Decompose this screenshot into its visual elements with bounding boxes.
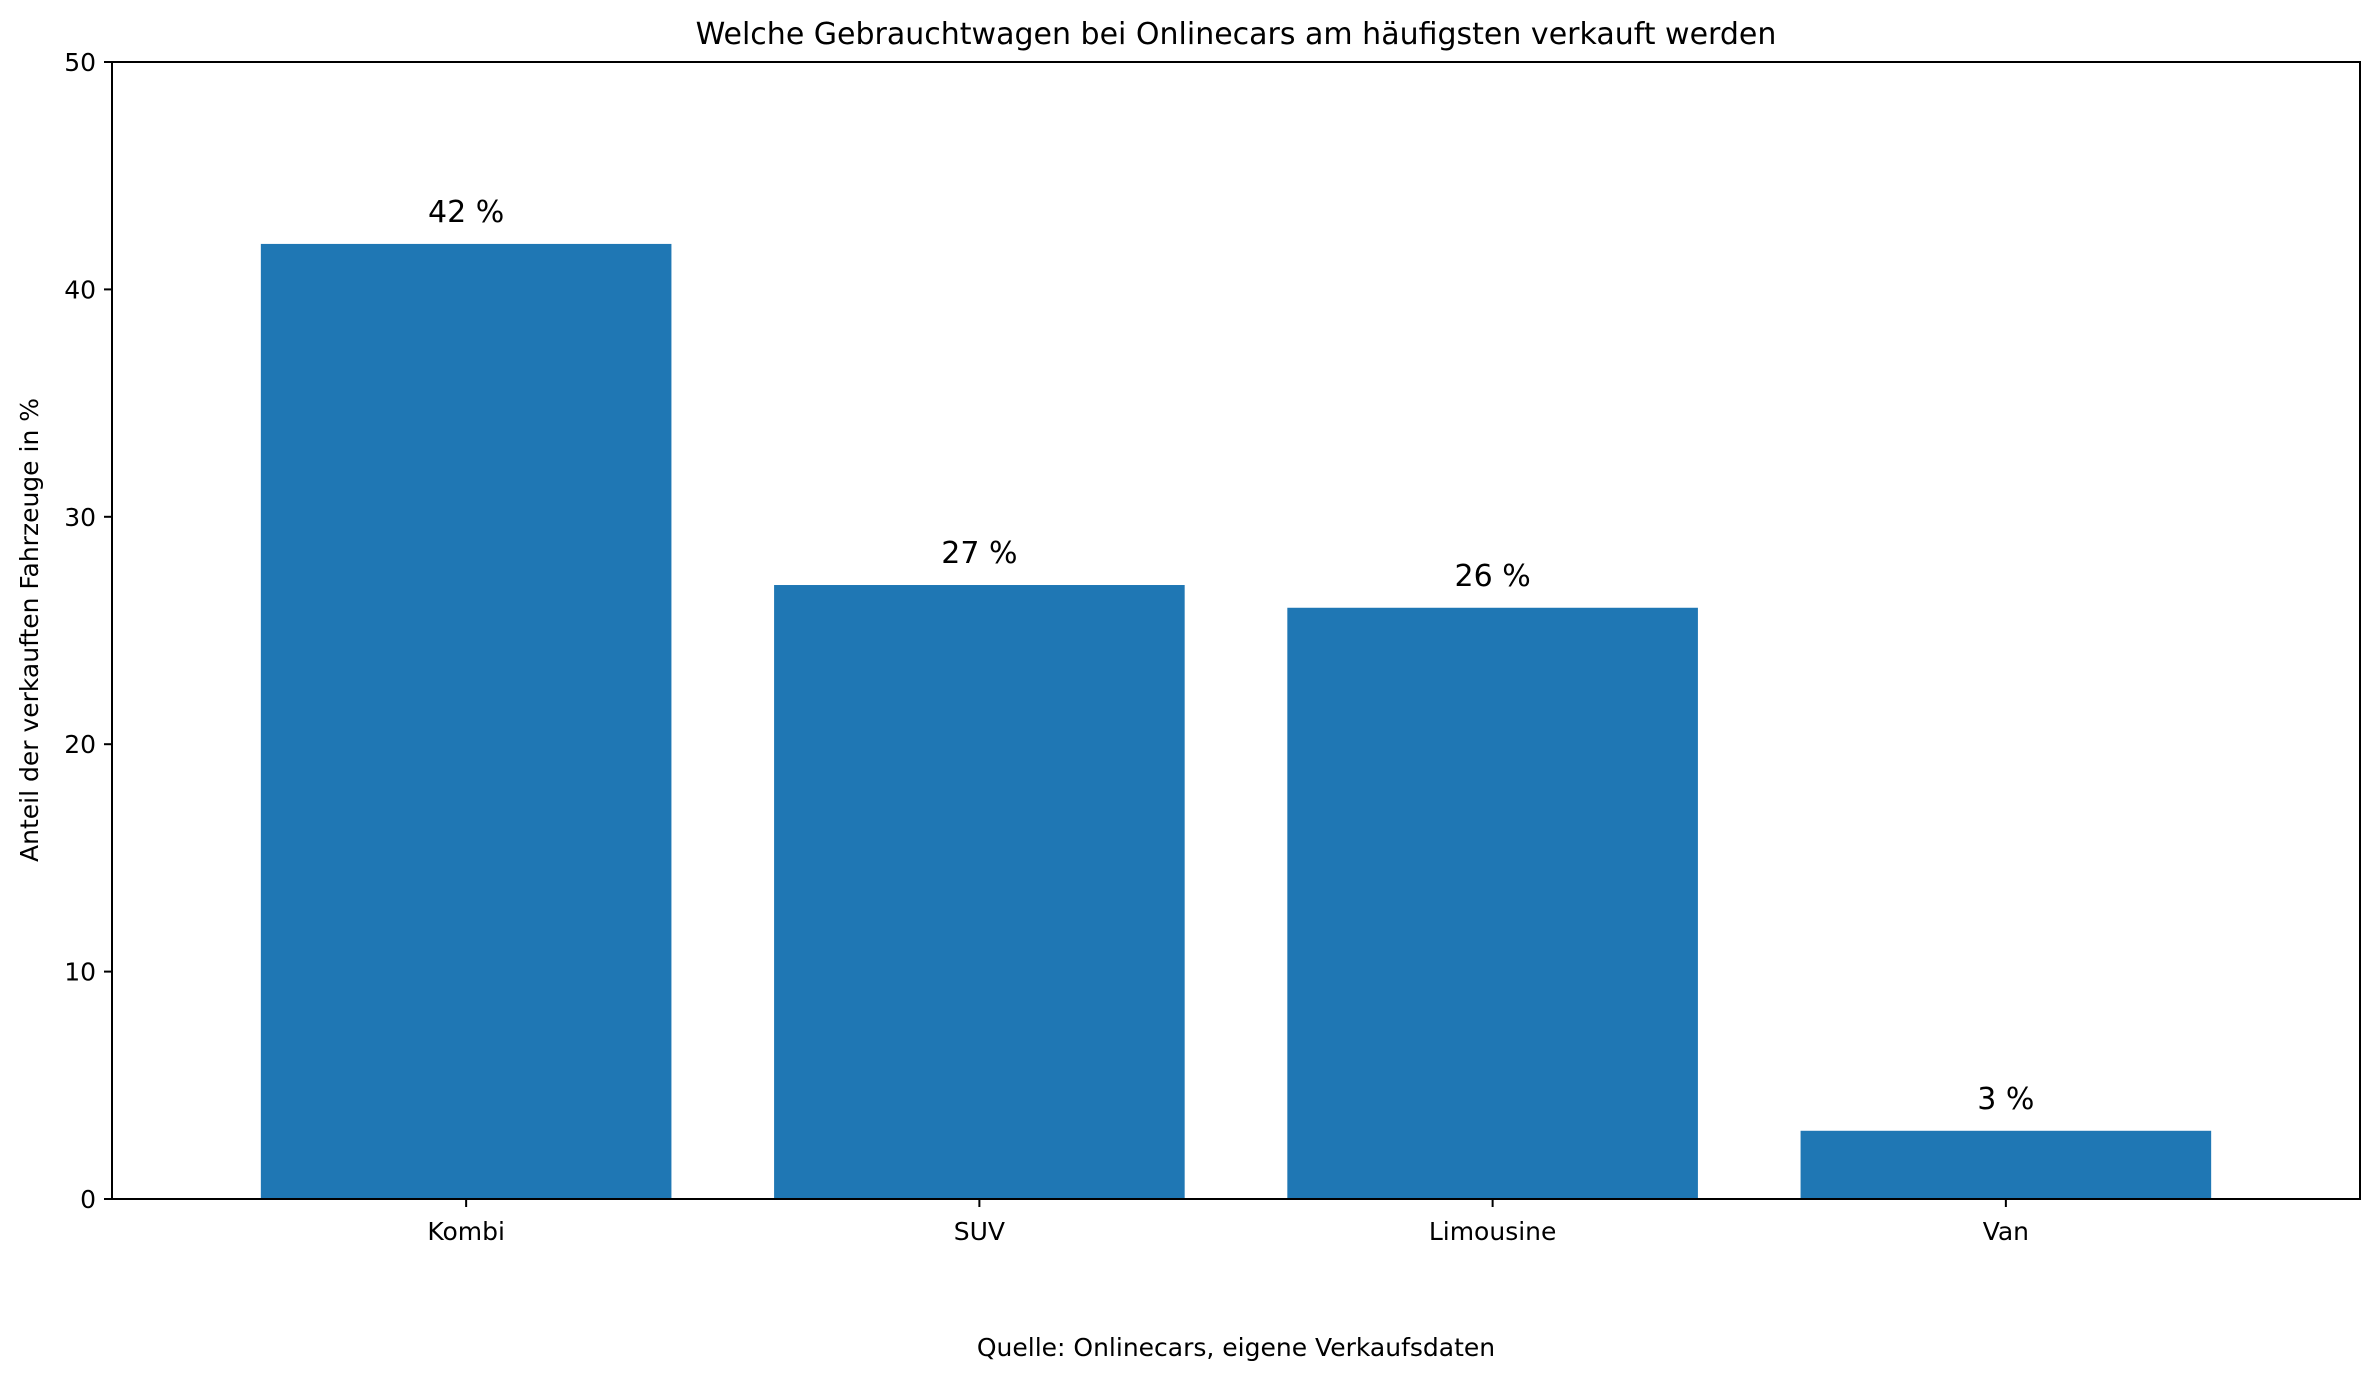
plot-area-frame: [111, 61, 2361, 1200]
bar-suv: [774, 585, 1185, 1199]
bar-kombi: [260, 243, 672, 1200]
bar-van: [1800, 1130, 2212, 1199]
data-labels-group: 42 % 27 % 26 % 3 %: [428, 195, 2034, 1117]
y-axis: 0 10 20 30 40 50: [64, 48, 112, 1214]
bars-group: [260, 243, 2212, 1200]
chart-title: Welche Gebrauchtwagen bei Onlinecars am …: [696, 17, 1777, 52]
y-tick-label: 10: [64, 958, 96, 987]
y-tick-label: 20: [64, 730, 96, 759]
x-axis: Kombi SUV Limousine Van: [427, 1199, 2029, 1246]
bar-limousine: [1287, 607, 1698, 1199]
data-label-suv: 27 %: [941, 536, 1017, 571]
source-note: Quelle: Onlinecars, eigene Verkaufsdaten: [977, 1333, 1495, 1362]
y-axis-label: Anteil der verkauften Fahrzeuge in %: [15, 398, 44, 862]
y-tick-label: 40: [64, 275, 96, 304]
y-tick-label: 0: [80, 1185, 96, 1214]
x-tick-label: Limousine: [1429, 1217, 1557, 1246]
data-label-kombi: 42 %: [428, 195, 504, 230]
data-label-limousine: 26 %: [1455, 559, 1531, 594]
x-tick-label: Van: [1983, 1217, 2029, 1246]
x-tick-label: Kombi: [427, 1217, 505, 1246]
data-label-van: 3 %: [1977, 1082, 2034, 1117]
y-tick-label: 50: [64, 48, 96, 77]
y-tick-label: 30: [64, 503, 96, 532]
x-tick-label: SUV: [954, 1217, 1005, 1246]
